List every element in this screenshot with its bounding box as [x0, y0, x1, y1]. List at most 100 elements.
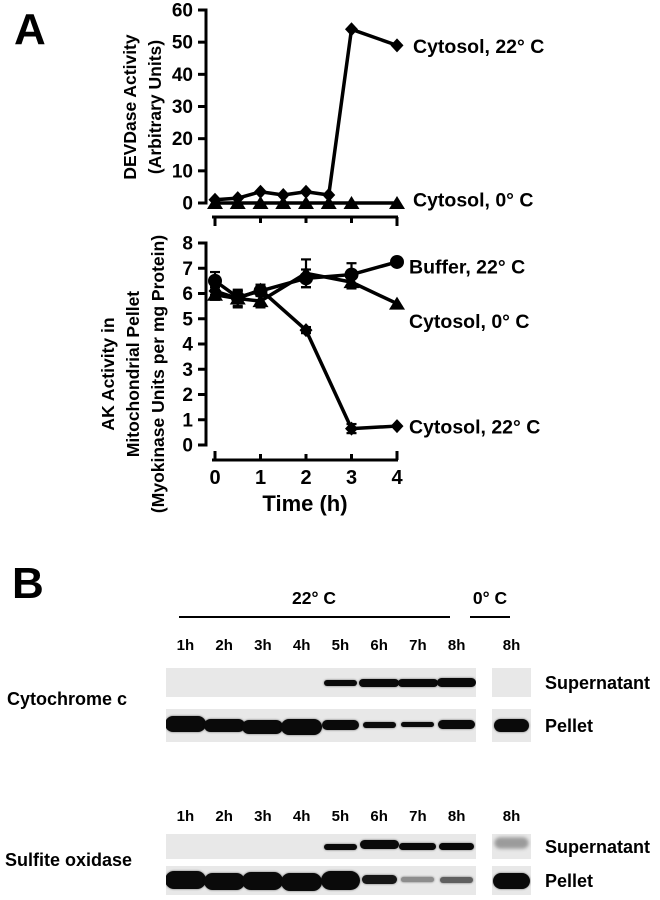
- blot-band: [323, 679, 357, 686]
- series-Cytosol, 22° C: Cytosol, 22° C: [208, 282, 540, 439]
- lane-label: 8h: [447, 637, 466, 654]
- fraction-label: Pellet: [545, 715, 594, 736]
- blot-band: [492, 872, 531, 889]
- lane-label: 2h: [215, 637, 233, 654]
- temp-0-header: 0° C: [472, 588, 508, 608]
- blot-strip-cold: [492, 668, 531, 697]
- y-tick-labels: 0 1 2 3 4 5 6 7 8: [182, 234, 193, 457]
- data-point-marker: [298, 266, 314, 280]
- data-point-marker: [254, 184, 267, 199]
- svg-text:30: 30: [172, 97, 193, 118]
- blot-band: [494, 719, 529, 732]
- svg-text:20: 20: [172, 129, 193, 150]
- lane-label-cold: 8h: [502, 637, 521, 654]
- svg-text:2: 2: [300, 467, 311, 489]
- devdase-y-axis-label-line2: (Arbitrary Units): [145, 39, 165, 175]
- protein-label-cytochrome-c: Cytochrome c: [7, 689, 128, 709]
- temp-0-underline: [470, 616, 510, 618]
- data-point-marker: [390, 254, 404, 269]
- svg-text:3: 3: [346, 467, 357, 489]
- svg-text:1: 1: [182, 410, 193, 431]
- lane-label: 4h: [292, 808, 311, 825]
- svg-text:0: 0: [182, 436, 193, 457]
- data-point-marker: [343, 275, 360, 289]
- svg-text:4: 4: [391, 467, 403, 489]
- svg-text:6: 6: [182, 284, 193, 305]
- blot-band: [321, 719, 359, 730]
- series-label: Cytosol, 22° C: [409, 417, 540, 439]
- blot-band: [281, 872, 323, 891]
- svg-text:5: 5: [182, 309, 193, 330]
- data-point-marker: [254, 282, 267, 297]
- blot-band: [203, 719, 245, 732]
- data-point-marker: [252, 294, 269, 308]
- blot-band: [438, 720, 476, 729]
- svg-text:60: 60: [172, 1, 193, 22]
- lane-label: 4h: [292, 637, 311, 654]
- data-point-marker: [299, 323, 313, 338]
- data-point-marker: [389, 296, 405, 310]
- lane-label: 1h: [176, 808, 195, 825]
- blot-band: [401, 722, 435, 727]
- data-point-marker: [298, 196, 314, 209]
- lane-label: 3h: [254, 637, 272, 654]
- blot-strip: [166, 709, 476, 742]
- lane-label: 7h: [409, 808, 427, 825]
- series-label: Buffer, 22° C: [409, 256, 525, 278]
- lane-label: 5h: [331, 637, 350, 654]
- data-point-marker: [208, 273, 222, 288]
- blot-band: [494, 837, 529, 848]
- data-point-marker: [322, 187, 336, 202]
- data-point-marker: [345, 421, 358, 436]
- data-point-marker: [208, 283, 222, 298]
- data-point-marker: [229, 196, 246, 209]
- series-label: Cytosol, 0° C: [413, 190, 534, 212]
- blot-strip: [166, 834, 476, 859]
- svg-text:3: 3: [182, 360, 193, 381]
- series-Cytosol, 22° C: Cytosol, 22° C: [208, 22, 544, 207]
- data-point-marker: [299, 184, 313, 199]
- blot-band: [361, 875, 397, 884]
- panel-b-label: B: [12, 559, 44, 608]
- data-point-marker: [345, 22, 358, 37]
- blot-band: [401, 877, 435, 882]
- lane-label: 2h: [215, 808, 233, 825]
- ak-y-axis-label-line1: AK Activity in: [98, 317, 118, 431]
- series-label: Cytosol, 22° C: [413, 36, 544, 58]
- blot-strip-cold: [492, 709, 531, 742]
- svg-text:2: 2: [182, 385, 193, 406]
- blot-band: [437, 678, 476, 687]
- fraction-label: Supernatant: [545, 836, 651, 857]
- lane-label: 8h: [447, 808, 466, 825]
- temp-22-header: 22° C: [292, 588, 336, 608]
- data-point-marker: [390, 419, 404, 434]
- lane-label: 7h: [409, 637, 427, 654]
- svg-text:4: 4: [182, 335, 193, 356]
- blot-band: [166, 715, 206, 732]
- blot-band: [242, 871, 284, 890]
- data-point-marker: [344, 267, 359, 282]
- series-line: [214, 287, 398, 431]
- blot-strip-cold: [492, 866, 531, 895]
- lane-label: 1h: [176, 637, 195, 654]
- lane-label-cold: 8h: [502, 808, 521, 825]
- series-Buffer, 22° C: Buffer, 22° C: [208, 254, 525, 305]
- blot-band: [398, 678, 438, 687]
- svg-text:0: 0: [209, 467, 220, 489]
- axes: [198, 241, 399, 462]
- blot-strip: [166, 668, 476, 697]
- blot-band: [440, 876, 474, 883]
- blot-band: [323, 843, 357, 850]
- svg-text:1: 1: [255, 467, 266, 489]
- data-point-marker: [389, 196, 405, 209]
- fraction-label: Pellet: [545, 870, 594, 891]
- svg-text:50: 50: [172, 33, 193, 54]
- svg-text:8: 8: [182, 234, 193, 255]
- blot-band: [321, 871, 360, 890]
- error-bars: [210, 283, 357, 435]
- x-tick-labels: 0 1 2 3 4: [209, 467, 403, 489]
- lane-label: 6h: [370, 808, 388, 825]
- protein-label-sulfite-oxidase: Sulfite oxidase: [5, 850, 133, 870]
